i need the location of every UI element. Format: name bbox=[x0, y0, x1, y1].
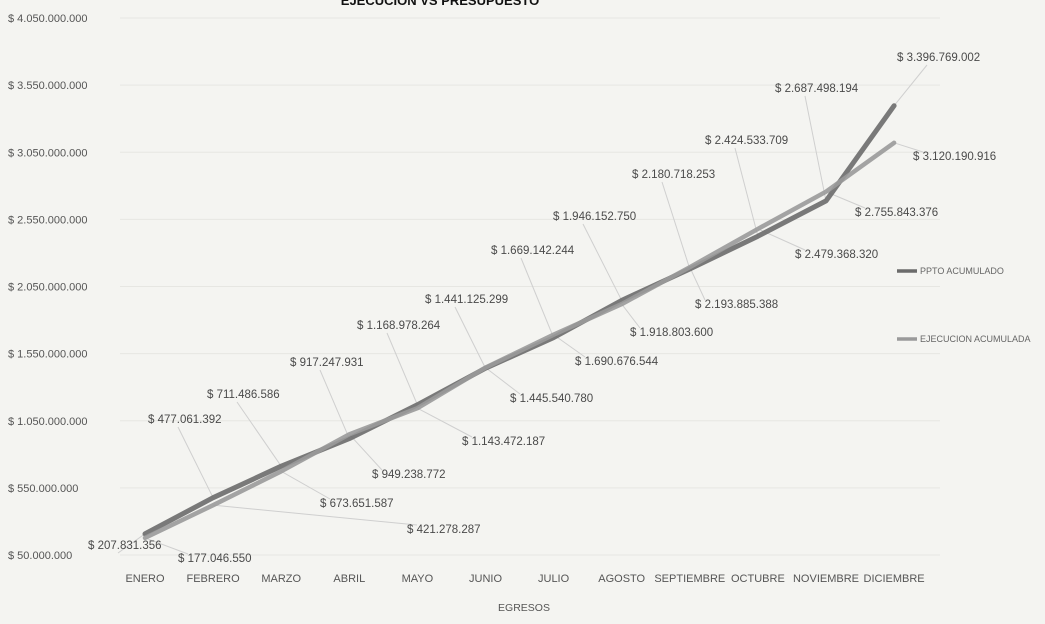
leader-line bbox=[144, 537, 189, 555]
x-axis-title: EGRESOS bbox=[498, 602, 550, 614]
chart-title: EJECUCION VS PRESUPUESTO bbox=[341, 0, 539, 8]
data-label: $ 2.180.718.253 bbox=[632, 169, 715, 181]
leader-line bbox=[553, 334, 586, 358]
series-lines bbox=[142, 103, 897, 541]
leader-line bbox=[734, 147, 759, 237]
leader-line bbox=[582, 223, 623, 301]
leader-line bbox=[893, 142, 924, 153]
leader-line bbox=[280, 470, 331, 500]
data-label: $ 207.831.356 bbox=[88, 540, 162, 552]
y-tick-label: $ 3.550.000.000 bbox=[8, 80, 88, 92]
y-tick-label: $ 550.000.000 bbox=[8, 483, 78, 495]
data-label: $ 3.396.769.002 bbox=[897, 52, 980, 64]
x-tick-label: NOVIEMBRE bbox=[793, 573, 859, 585]
x-tick-label: MARZO bbox=[261, 573, 301, 585]
leader-line bbox=[236, 401, 282, 467]
leader-line bbox=[417, 407, 473, 438]
leader-line bbox=[117, 533, 146, 554]
x-tick-label: DICIEMBRE bbox=[864, 573, 925, 585]
y-tick-label: $ 3.050.000.000 bbox=[8, 147, 88, 159]
legend-label: PPTO ACUMULADO bbox=[920, 266, 1004, 276]
gridlines bbox=[120, 17, 940, 556]
data-label: $ 673.651.587 bbox=[320, 498, 394, 510]
x-tick-label: ENERO bbox=[125, 573, 165, 585]
y-tick-label: $ 2.550.000.000 bbox=[8, 214, 88, 226]
data-label: $ 1.690.676.544 bbox=[575, 356, 659, 368]
leader-line bbox=[689, 266, 706, 301]
series-line-ejecucion bbox=[142, 140, 897, 541]
legend: PPTO ACUMULADO EJECUCION ACUMULADA bbox=[897, 266, 1031, 344]
leader-line bbox=[661, 181, 691, 270]
data-label: $ 421.278.287 bbox=[407, 524, 481, 536]
x-tick-label: FEBRERO bbox=[187, 573, 241, 585]
leader-line bbox=[386, 332, 418, 405]
leader-line bbox=[348, 433, 383, 471]
data-label: $ 1.168.978.264 bbox=[357, 320, 441, 332]
data-labels: $ 207.831.356 $ 477.061.392 $ 711.486.586 $… bbox=[88, 52, 996, 565]
x-tick-label: MAYO bbox=[402, 573, 434, 585]
data-label: $ 2.687.498.194 bbox=[775, 83, 859, 95]
data-label: $ 2.755.843.376 bbox=[855, 207, 938, 219]
x-tick-label: JULIO bbox=[538, 573, 570, 585]
data-label: $ 1.445.540.780 bbox=[510, 393, 593, 405]
data-label: $ 1.946.152.750 bbox=[553, 211, 636, 223]
y-tick-label: $ 2.050.000.000 bbox=[8, 282, 88, 294]
x-tick-label: JUNIO bbox=[469, 573, 502, 585]
x-tick-label: ABRIL bbox=[333, 573, 365, 585]
x-tick-label: OCTUBRE bbox=[731, 573, 785, 585]
data-label: $ 2.479.368.320 bbox=[795, 249, 878, 261]
data-label: $ 1.441.125.299 bbox=[425, 294, 508, 306]
data-label: $ 177.046.550 bbox=[178, 553, 252, 565]
leader-line bbox=[520, 257, 555, 338]
x-tick-label: SEPTIEMBRE bbox=[654, 573, 725, 585]
y-tick-label: $ 1.050.000.000 bbox=[8, 416, 88, 428]
leader-line bbox=[213, 504, 418, 526]
x-axis-ticks: ENERO FEBRERO MARZO ABRIL MAYO JUNIO JULIO AGOS… bbox=[125, 573, 924, 585]
series-line-ppto bbox=[142, 103, 897, 537]
data-label: $ 2.193.885.388 bbox=[695, 299, 778, 311]
data-label: $ 1.669.142.244 bbox=[491, 245, 575, 257]
leader-line bbox=[804, 95, 827, 202]
y-axis-ticks: $ 50.000.000 $ 550.000.000 $ 1.050.000.000… bbox=[8, 13, 88, 562]
y-tick-label: $ 4.050.000.000 bbox=[8, 13, 88, 25]
y-tick-label: $ 50.000.000 bbox=[8, 550, 72, 562]
data-label: $ 949.238.772 bbox=[372, 469, 446, 481]
data-label: $ 477.061.392 bbox=[148, 414, 222, 426]
data-label: $ 2.424.533.709 bbox=[705, 135, 788, 147]
leader-line bbox=[319, 369, 350, 439]
leader-line bbox=[454, 306, 486, 369]
x-tick-label: AGOSTO bbox=[598, 573, 645, 585]
label-leader-lines bbox=[117, 64, 928, 555]
leader-line bbox=[177, 426, 214, 498]
leader-line bbox=[485, 367, 521, 395]
leader-line bbox=[893, 64, 928, 107]
data-label: $ 1.918.803.600 bbox=[630, 327, 713, 339]
leader-line bbox=[621, 303, 641, 329]
data-label: $ 1.143.472.187 bbox=[462, 436, 545, 448]
legend-label: EJECUCION ACUMULADA bbox=[920, 334, 1031, 344]
data-label: $ 3.120.190.916 bbox=[913, 151, 996, 163]
data-label: $ 711.486.586 bbox=[207, 389, 280, 401]
data-label: $ 917.247.931 bbox=[290, 357, 364, 369]
y-tick-label: $ 1.550.000.000 bbox=[8, 349, 88, 361]
